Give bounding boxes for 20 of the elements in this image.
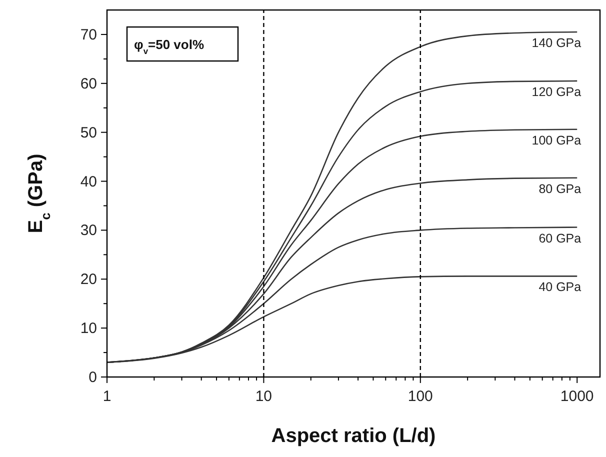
- y-tick-label: 10: [80, 320, 97, 338]
- y-tick-label: 60: [80, 75, 97, 92]
- y-tick-label: 0: [88, 369, 97, 386]
- annotation: φ$_{v}$=50 vol%: [134, 37, 204, 56]
- series-label: 120 GPa: [532, 84, 582, 99]
- series-label: 140 GPa: [532, 36, 582, 50]
- x-tick-label: 10: [255, 388, 272, 405]
- x-tick-label: 1: [102, 388, 112, 405]
- series-label: 100 GPa: [532, 133, 582, 148]
- y-tick-label: 20: [80, 271, 97, 288]
- x-tick-label: 1000: [560, 388, 594, 405]
- x-tick-label: 100: [408, 388, 433, 405]
- series-label: 60 GPa: [538, 231, 582, 246]
- series-label: 80 GPa: [538, 182, 582, 196]
- series-label: 40 GPa: [538, 280, 582, 294]
- y-tick-label: 30: [80, 222, 97, 240]
- y-tick-label: 50: [80, 124, 97, 142]
- y-tick-label: 40: [80, 173, 97, 190]
- y-tick-label: 70: [80, 26, 97, 44]
- x-axis-title: Aspect ratio (L/d): [271, 425, 436, 447]
